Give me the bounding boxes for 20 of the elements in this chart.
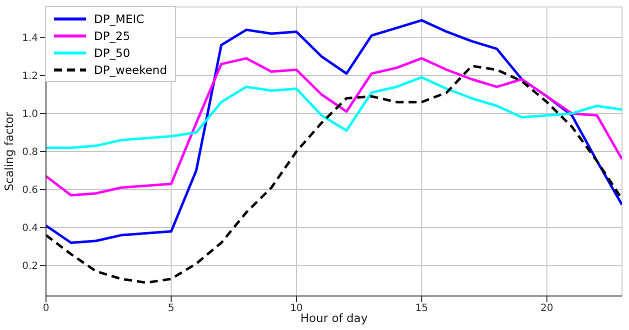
legend-label: DP_weekend [94,62,168,76]
line-series [46,64,622,284]
x-tick-label: 10 [290,303,303,314]
x-tick-label: 5 [168,303,174,314]
y-tick-label: 0.2 [22,261,38,272]
legend-label: DP_MEIC [94,12,144,26]
x-tick-label: 15 [415,303,428,314]
x-axis-title: Hour of day [300,311,368,325]
y-tick-label: 1.2 [22,70,38,82]
y-tick-label: 1.0 [22,109,38,120]
legend-label: DP_25 [94,28,130,42]
y-tick-label: 0.8 [22,147,38,158]
x-tick-label: 0 [42,303,50,314]
y-tick-label: 0.4 [22,223,38,234]
line-series [46,76,622,149]
y-axis-title: Scaling factor [2,112,16,191]
legend-label: DP_50 [94,46,130,60]
x-tick-label: 20 [540,303,554,314]
y-tick-label: 1.4 [22,32,38,44]
y-tick-label: 0.6 [22,185,38,196]
